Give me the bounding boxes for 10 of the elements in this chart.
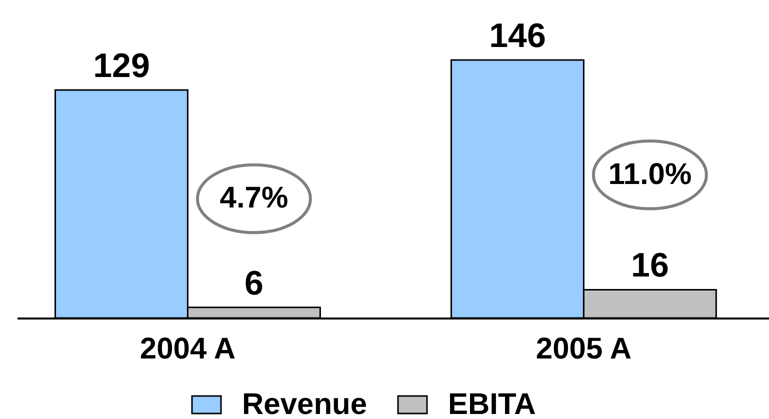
legend-label: EBITA bbox=[448, 388, 536, 419]
data-label: 129 bbox=[93, 47, 150, 86]
data-label: 16 bbox=[631, 246, 669, 285]
legend-label: Revenue bbox=[242, 388, 368, 419]
data-label: 146 bbox=[489, 17, 546, 55]
annotation: 11.0% bbox=[608, 158, 692, 191]
x-tick-label: 2005 A bbox=[536, 332, 632, 366]
annotation: 4.7% bbox=[220, 182, 288, 215]
x-tick-label: 2004 A bbox=[140, 332, 236, 366]
data-label: 6 bbox=[244, 264, 264, 302]
